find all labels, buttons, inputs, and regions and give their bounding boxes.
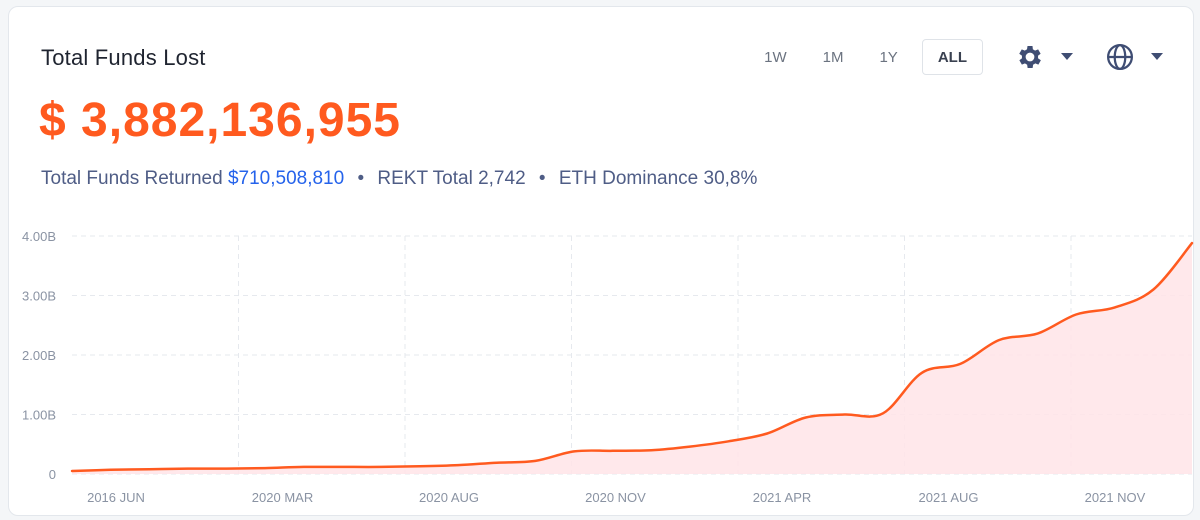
rekt-total: REKT Total 2,742: [377, 168, 526, 189]
y-tick-label: 2.00B: [22, 348, 56, 363]
language-dropdown[interactable]: [1105, 42, 1163, 72]
summary-stats: Total Funds Returned $710,508,810 • REKT…: [41, 168, 757, 190]
x-tick-label: 2020 NOV: [585, 490, 646, 505]
funds-lost-card: Total Funds Lost 1W 1M 1Y ALL: [8, 6, 1194, 516]
funds-returned-value[interactable]: $710,508,810: [227, 168, 345, 189]
eth-dominance: ETH Dominance 30,8%: [558, 168, 758, 189]
x-tick-label: 2020 MAR: [252, 490, 313, 505]
range-1y-button[interactable]: 1Y: [879, 49, 898, 66]
y-tick-label: 0: [49, 467, 56, 482]
y-tick-label: 4.00B: [22, 229, 56, 244]
x-tick-label: 2021 NOV: [1085, 490, 1146, 505]
x-tick-label: 2020 AUG: [419, 490, 479, 505]
series-line: [70, 241, 1194, 473]
series-area: [72, 243, 1192, 474]
settings-dropdown[interactable]: [1015, 42, 1073, 72]
chevron-down-icon: [1061, 53, 1073, 60]
range-1m-button[interactable]: 1M: [822, 49, 844, 66]
card-title: Total Funds Lost: [41, 45, 206, 70]
gear-icon: [1019, 46, 1041, 68]
x-tick-label: 2016 JUN: [87, 490, 145, 505]
range-all-button[interactable]: ALL: [921, 39, 983, 75]
x-tick-label: 2021 APR: [753, 490, 812, 505]
funds-returned-label: Total Funds Returned: [41, 168, 223, 189]
chart-controls: 1W 1M 1Y ALL: [744, 39, 1163, 75]
y-tick-label: 3.00B: [22, 289, 56, 304]
globe-icon: [1107, 44, 1133, 70]
separator-dot: •: [357, 168, 365, 189]
chevron-down-icon: [1151, 53, 1163, 60]
total-funds-lost-amount: $ 3,882,136,955: [39, 94, 401, 147]
y-tick-label: 1.00B: [22, 408, 56, 423]
separator-dot: •: [538, 168, 546, 189]
x-tick-label: 2021 AUG: [919, 490, 979, 505]
range-1w-button[interactable]: 1W: [764, 49, 787, 66]
